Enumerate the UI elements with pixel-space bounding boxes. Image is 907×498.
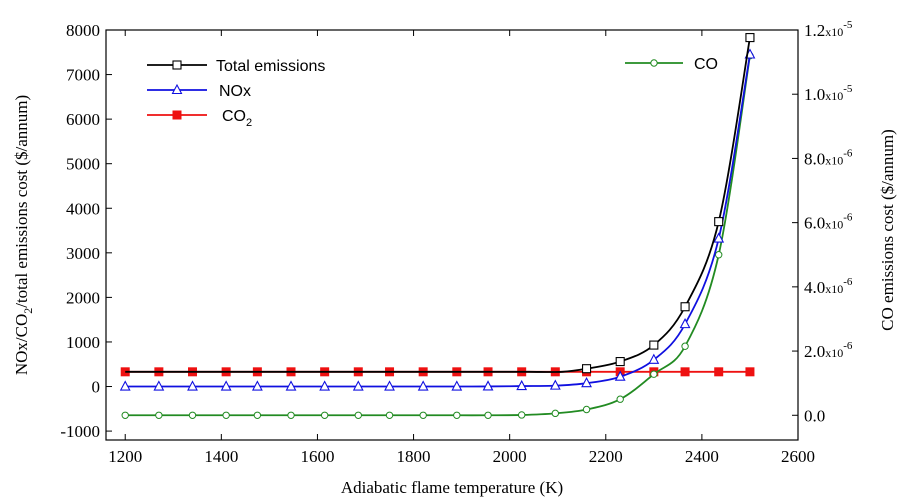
- x-tick-label: 1200: [108, 447, 142, 466]
- data-point: [419, 411, 427, 419]
- y-left-tick-label: 1000: [66, 333, 100, 352]
- y-right-tick-label: 0.0: [804, 406, 825, 425]
- legend-item: CO2: [147, 108, 252, 129]
- data-point: [172, 60, 182, 70]
- data-point: [251, 380, 263, 391]
- x-axis: 1200 1400 1600 1800 2000 2200 2400 2600: [108, 30, 815, 466]
- x-tick-label: 2400: [685, 447, 719, 466]
- x-tick-label: 2600: [781, 447, 815, 466]
- legend-label: Total emissions: [216, 58, 325, 75]
- data-point: [650, 59, 658, 67]
- data-point: [582, 364, 592, 374]
- data-point: [680, 302, 690, 312]
- x-tick-label: 1400: [204, 447, 238, 466]
- data-point: [649, 340, 659, 350]
- data-point: [745, 33, 755, 43]
- data-point: [453, 411, 461, 419]
- x-tick-label: 2200: [589, 447, 623, 466]
- legend-item: Total emissions: [147, 58, 325, 75]
- x-axis-title: Adiabatic flame temperature (K): [341, 478, 563, 497]
- y-left-tick-label: 8000: [66, 21, 100, 40]
- data-point: [451, 380, 463, 391]
- y-left-tick-label: 3000: [66, 244, 100, 263]
- series-line: [125, 54, 751, 388]
- data-point: [188, 411, 197, 419]
- data-point: [516, 379, 528, 391]
- legend-label: NOx: [219, 83, 251, 100]
- y-right-tick-label: 8.0x10-6: [804, 147, 853, 168]
- y-right-tick-label: 1.2x10-5: [804, 19, 853, 40]
- x-tick-label: 2000: [493, 447, 527, 466]
- legend-label: CO: [694, 56, 718, 73]
- legend: Total emissions NOx CO2 CO: [147, 56, 718, 129]
- data-point: [155, 411, 163, 419]
- y-left-tick-label: 7000: [66, 66, 100, 85]
- data-point: [648, 353, 660, 364]
- data-point: [650, 370, 658, 378]
- data-point: [384, 380, 395, 391]
- y-left-tick-label: 4000: [66, 199, 100, 218]
- data-point: [482, 380, 494, 391]
- data-point: [222, 411, 230, 419]
- data-point: [714, 367, 724, 377]
- data-point: [171, 83, 183, 95]
- data-point: [614, 370, 626, 381]
- data-point: [172, 110, 182, 120]
- data-point: [253, 411, 262, 419]
- data-point: [582, 405, 591, 414]
- series-3: [121, 51, 754, 419]
- plot-frame: [105, 29, 799, 441]
- legend-item: CO: [625, 56, 718, 73]
- data-point: [320, 411, 329, 419]
- data-point: [287, 411, 295, 419]
- data-point: [679, 317, 691, 329]
- y-left-tick-label: -1000: [60, 422, 100, 441]
- series-1: [119, 48, 756, 391]
- data-point: [484, 411, 492, 419]
- series-0: [125, 33, 755, 374]
- data-point: [745, 367, 755, 377]
- data-point: [615, 357, 625, 367]
- x-tick-label: 1800: [397, 447, 431, 466]
- data-point: [549, 379, 561, 390]
- data-point: [417, 380, 429, 391]
- data-point: [153, 380, 165, 391]
- data-point: [354, 411, 362, 419]
- data-point: [220, 380, 232, 391]
- right-y-axis-title: CO emissions cost ($/annum): [878, 129, 897, 331]
- y-left-tick-label: 5000: [66, 155, 100, 174]
- y-right-tick-label: 1.0x10-5: [804, 83, 853, 104]
- data-point: [681, 342, 689, 350]
- data-point: [713, 232, 725, 243]
- data-point: [119, 380, 131, 391]
- data-point: [187, 380, 198, 391]
- y-left-tick-label: 0: [92, 378, 101, 397]
- data-point: [517, 411, 526, 419]
- x-tick-label: 1600: [300, 447, 334, 466]
- data-point: [581, 377, 592, 388]
- y-left-tick-label: 2000: [66, 288, 100, 307]
- series-layer: [119, 33, 756, 419]
- data-point: [121, 411, 129, 419]
- data-point: [551, 409, 560, 418]
- data-point: [714, 217, 724, 227]
- y-right-tick-label: 2.0x10-6: [804, 340, 853, 361]
- data-point: [352, 380, 364, 391]
- data-point: [285, 380, 297, 391]
- right-y-axis: 1.2x10-5 1.0x10-5 8.0x10-6 6.0x10-6 4.0x10-6…: [792, 19, 853, 425]
- y-left-tick-label: 6000: [66, 110, 100, 129]
- data-point: [319, 380, 331, 391]
- data-point: [616, 395, 624, 403]
- data-point: [715, 251, 723, 259]
- data-point: [680, 367, 690, 377]
- y-right-tick-label: 6.0x10-6: [804, 212, 853, 233]
- y-right-tick-label: 4.0x10-6: [804, 276, 853, 297]
- legend-label: CO2: [222, 108, 252, 129]
- left-y-axis: 8000 7000 6000 5000 4000 3000 2000 1000 0 -1000: [60, 21, 112, 441]
- data-point: [385, 411, 394, 419]
- legend-item: NOx: [147, 83, 251, 100]
- left-y-axis-title: NOx/CO2/total emissions cost ($/annum): [12, 95, 35, 375]
- series-line: [125, 37, 751, 373]
